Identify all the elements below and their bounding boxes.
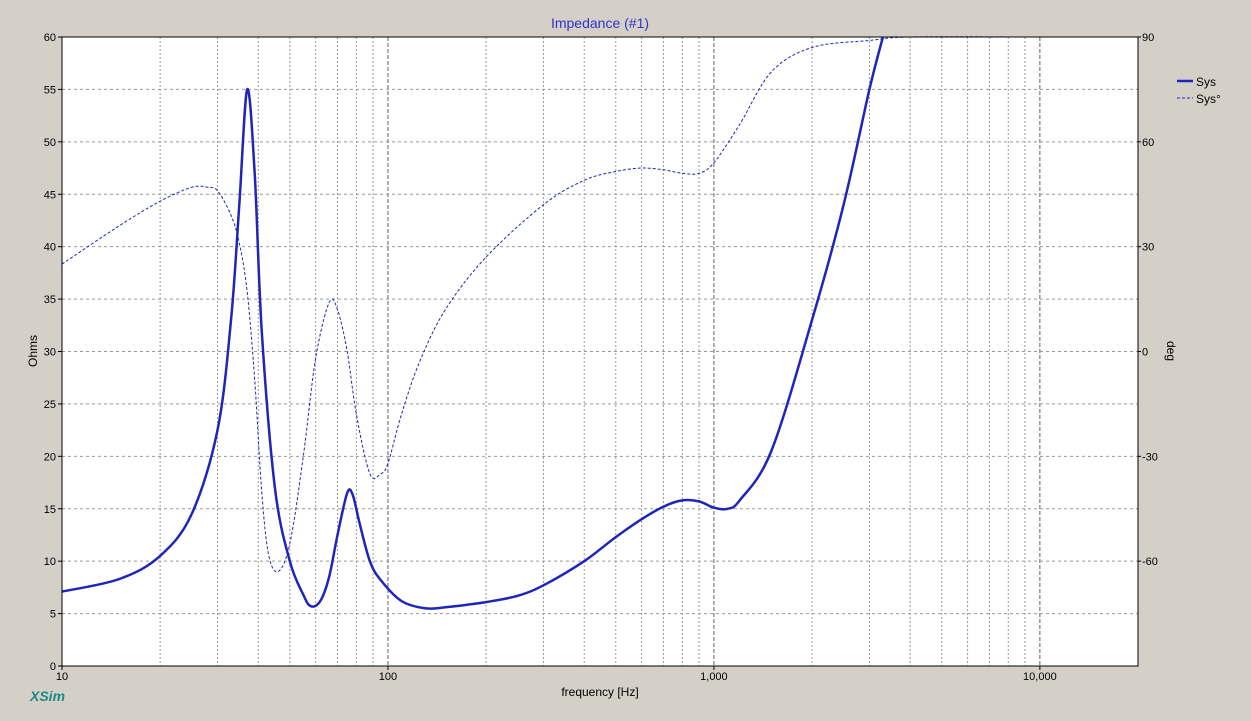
y-tick-label: 60	[44, 32, 56, 44]
xsim-logo: XSim	[30, 688, 66, 704]
y2-tick-label: -30	[1142, 451, 1158, 463]
series-sys-line	[61, 36, 885, 610]
legend-label-sys: Sys	[1196, 75, 1216, 89]
y-tick-labels: 0 5 10 15 20 25 30 35 40 45 50 55 60	[44, 32, 62, 673]
y-tick-label: 10	[44, 556, 56, 568]
x-tick-label: 1,000	[700, 671, 728, 683]
y2-tick-label: 90	[1142, 32, 1154, 44]
x-tick-labels: 10 100 1,000 10,000	[56, 666, 1057, 683]
y-tick-label: 40	[44, 242, 56, 254]
series-lines	[61, 36, 1026, 610]
chart-title: Impedance (#1)	[551, 15, 649, 31]
plot-border	[61, 36, 1139, 667]
y2-tick-label: 0	[1142, 347, 1148, 359]
y-tick-label: 25	[44, 399, 56, 411]
y-tick-label: 55	[44, 84, 56, 96]
y-tick-label: 15	[44, 504, 56, 516]
y-tick-label: 45	[44, 189, 56, 201]
grid-lines	[62, 37, 1139, 666]
x-tick-label: 10,000	[1023, 671, 1057, 683]
y-axis-label: Ohms	[26, 335, 40, 367]
series-sys-phase-line	[61, 36, 1026, 573]
legend-label-sys-phase: Sys°	[1196, 92, 1221, 106]
y2-tick-label: -60	[1142, 556, 1158, 568]
y-tick-label: 5	[50, 609, 56, 621]
x-tick-label: 10	[56, 671, 68, 683]
legend: Sys Sys°	[1177, 75, 1221, 106]
y-tick-label: 30	[44, 347, 56, 359]
y-tick-label: 20	[44, 451, 56, 463]
y-tick-label: 50	[44, 137, 56, 149]
x-axis-label: frequency [Hz]	[561, 685, 638, 699]
x-tick-label: 100	[379, 671, 397, 683]
y-tick-label: 35	[44, 294, 56, 306]
y-tick-label: 0	[50, 661, 56, 673]
y2-tick-label: 30	[1142, 242, 1154, 254]
y2-axis-label: deg	[1164, 341, 1178, 361]
y2-tick-label: 60	[1142, 137, 1154, 149]
y2-tick-labels: -60 -30 0 30 60 90	[1138, 32, 1158, 568]
